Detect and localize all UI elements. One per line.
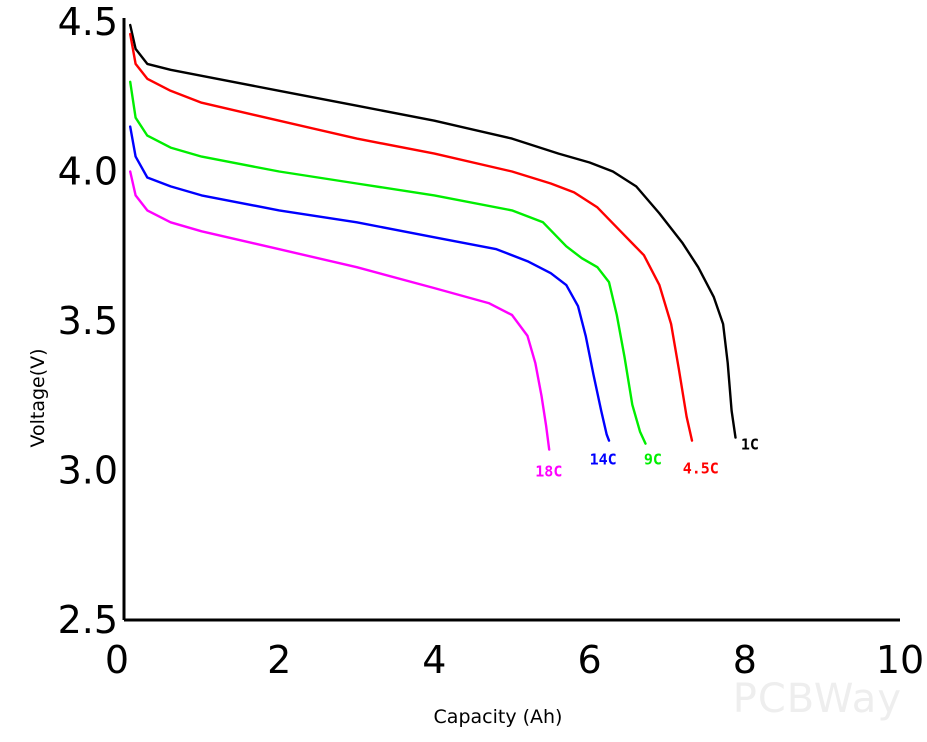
series-label-1c: 1C: [741, 436, 759, 454]
x-tick-label: 10: [876, 638, 924, 682]
series-labels: 1C 4.5C 9C 14C 18C: [535, 436, 759, 481]
x-tick-label: 0: [105, 638, 129, 682]
y-axis-title: Voltage(V): [27, 348, 49, 447]
x-tick-label: 4: [422, 638, 446, 682]
series-label-18c: 18C: [535, 462, 562, 480]
axes: [122, 18, 900, 622]
x-tick-label: 6: [578, 638, 602, 682]
series-lines: [129, 23, 737, 451]
series-line-9c: [129, 80, 647, 445]
x-tick-labels: 0 2 4 6 8 10: [105, 638, 924, 682]
series-label-9c: 9C: [644, 451, 662, 469]
watermark: PCBWay: [733, 676, 902, 722]
series-line-1c: [129, 23, 737, 439]
y-tick-label: 2.5: [58, 598, 118, 642]
series-label-4-5c: 4.5C: [683, 459, 719, 477]
x-tick-label: 8: [733, 638, 757, 682]
y-tick-label: 3.5: [58, 299, 118, 343]
y-tick-labels: 2.5 3.0 3.5 4.0 4.5: [58, 0, 118, 642]
x-axis-title: Capacity (Ah): [434, 706, 563, 728]
y-tick-label: 4.0: [58, 150, 118, 194]
y-tick-label: 4.5: [58, 0, 118, 44]
x-tick-label: 2: [267, 638, 291, 682]
series-label-14c: 14C: [590, 451, 617, 469]
series-line-18c: [129, 170, 551, 451]
y-tick-label: 3.0: [58, 449, 118, 493]
series-line-4-5c: [129, 32, 694, 442]
series-line-14c: [129, 125, 611, 442]
